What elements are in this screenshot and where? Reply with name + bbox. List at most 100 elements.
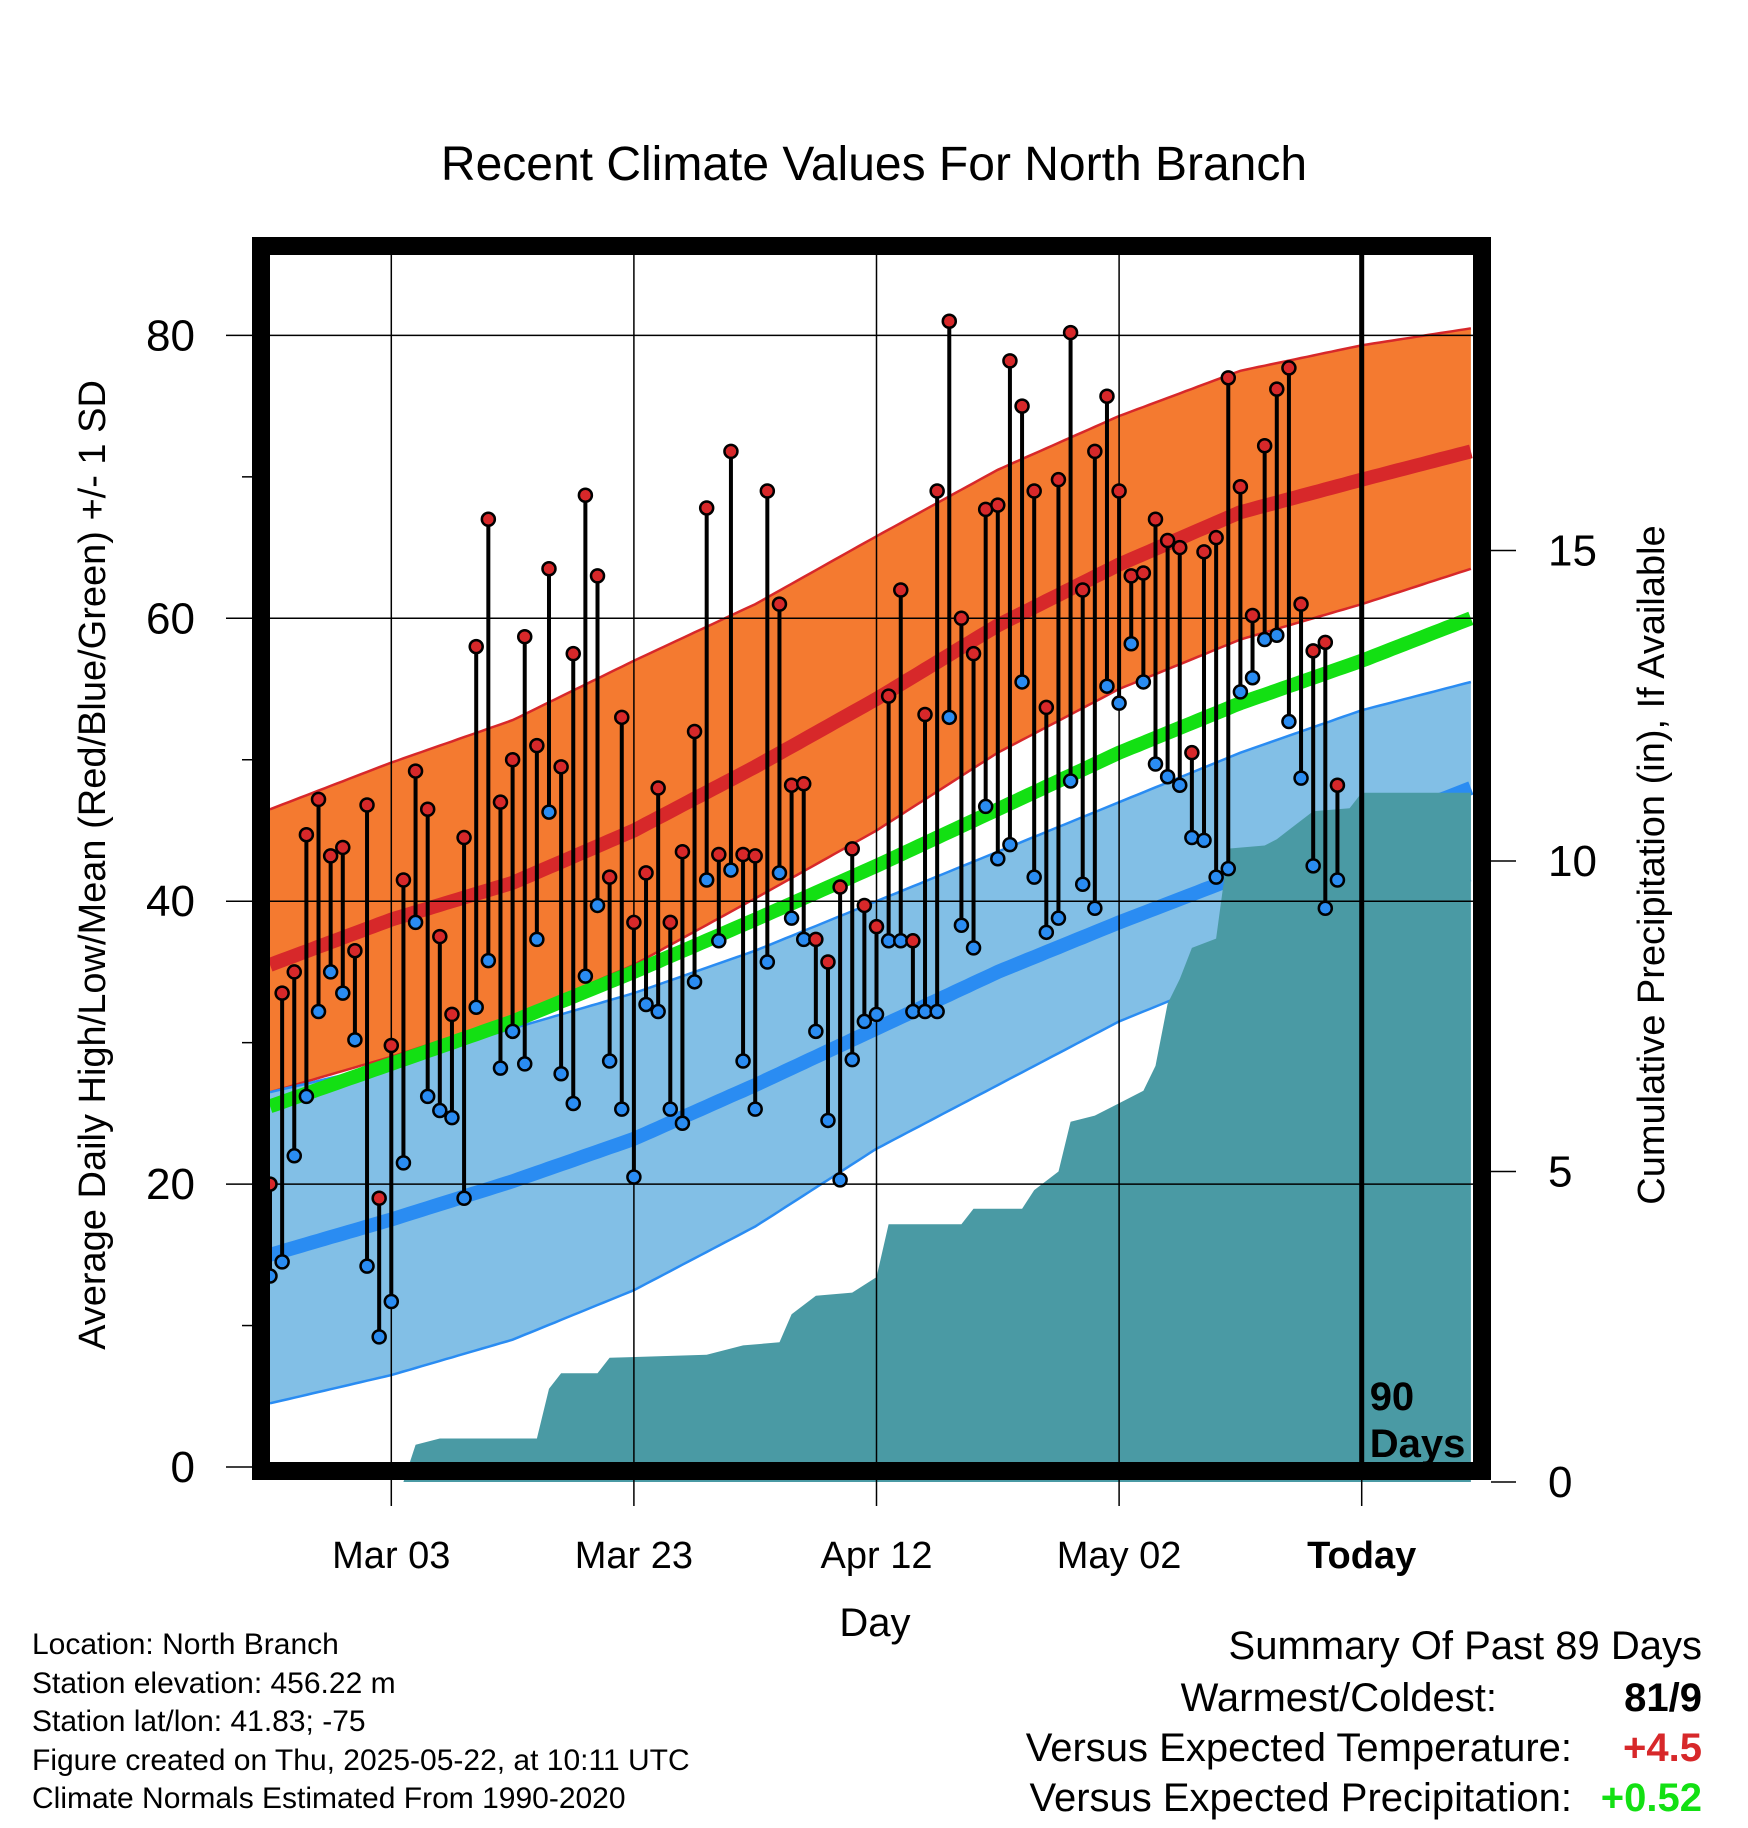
daily-high-point — [929, 483, 945, 499]
warmest-label: Warmest/Coldest: — [1180, 1676, 1497, 1720]
daily-high-point — [1123, 568, 1139, 584]
daily-high-point — [1293, 596, 1309, 612]
daily-low-point — [492, 1060, 509, 1076]
daily-high-point — [347, 942, 363, 959]
daily-high-point — [468, 638, 484, 655]
normal-high-line — [267, 444, 1473, 972]
location-text: Location: North Branch — [32, 1628, 339, 1661]
daily-high-point — [686, 723, 703, 740]
daily-high-point — [1232, 479, 1249, 495]
latlon-text: Station lat/lon: 41.83; -75 — [32, 1705, 366, 1738]
daily-high-point — [1087, 443, 1103, 460]
daily-low-point — [1220, 860, 1237, 877]
daily-low-point — [650, 1003, 666, 1020]
elevation-text: Station elevation: 456.22 m — [32, 1666, 396, 1700]
daily-low-point — [565, 1095, 581, 1112]
daily-high-point — [953, 610, 970, 627]
daily-low-point — [1002, 836, 1018, 853]
daily-low-point — [771, 865, 788, 881]
x-axis-label: Day — [839, 1601, 910, 1645]
y-tick-label: 20 — [146, 1160, 195, 1209]
daily-low-point — [1014, 674, 1030, 690]
daily-low-point — [553, 1066, 569, 1082]
daily-low-point — [1087, 900, 1103, 917]
y2-tick-label: 15 — [1548, 527, 1597, 576]
low-sd-band — [270, 682, 1471, 1404]
daily-high-point — [965, 645, 982, 662]
daily-low-point — [1111, 695, 1127, 711]
daily-high-point — [444, 1006, 460, 1023]
daily-low-point — [1269, 627, 1285, 644]
daily-high-point — [383, 1037, 400, 1054]
daily-high-point — [723, 443, 739, 460]
daily-high-point — [335, 839, 351, 856]
daily-low-point — [541, 804, 557, 820]
daily-low-point — [1074, 876, 1091, 892]
daily-high-point — [905, 933, 921, 949]
daily-low-point — [662, 1101, 679, 1117]
daily-high-point — [553, 759, 569, 775]
summary-row-precip: Versus Expected Precipitation: +0.52 — [902, 1776, 1702, 1826]
daily-high-point — [1244, 607, 1261, 624]
y-tick-label: 0 — [171, 1443, 195, 1492]
daily-high-point — [1172, 539, 1188, 556]
created-text: Figure created on Thu, 2025-05-22, at 10… — [32, 1743, 690, 1777]
daily-high-point — [322, 848, 339, 864]
daily-high-point — [541, 561, 557, 577]
daily-low-point — [468, 999, 484, 1016]
daily-low-point — [407, 914, 424, 931]
daily-low-point — [759, 954, 776, 970]
daily-high-point — [1159, 532, 1176, 549]
daily-low-point — [1232, 684, 1249, 700]
daily-high-point — [880, 688, 897, 704]
daily-high-point — [1305, 643, 1321, 659]
x-tick-label: Today — [1307, 1535, 1416, 1577]
daily-high-low-marks — [262, 313, 1346, 1345]
precip-value: +0.52 — [1600, 1776, 1702, 1820]
daily-high-point — [359, 797, 375, 813]
daily-high-point — [832, 879, 848, 895]
daily-high-point — [456, 829, 472, 846]
daily-low-point — [820, 1112, 836, 1129]
daily-high-point — [638, 865, 654, 881]
daily-high-point — [274, 985, 290, 1001]
daily-low-point — [626, 1169, 642, 1185]
daily-high-point — [504, 752, 521, 768]
daily-low-point — [868, 1006, 885, 1023]
y-tick-label: 80 — [146, 311, 195, 360]
daily-high-point — [407, 763, 424, 779]
daily-high-point — [1269, 381, 1285, 397]
daily-high-point — [371, 1190, 387, 1206]
daily-high-point — [941, 313, 958, 330]
daily-low-point — [516, 1056, 533, 1072]
precip-label: Versus Expected Precipitation: — [1029, 1776, 1572, 1820]
daily-high-point — [432, 928, 448, 945]
daily-low-point — [1050, 910, 1067, 926]
y2-tick-label: 10 — [1548, 837, 1597, 886]
daily-low-point — [1123, 636, 1139, 652]
daily-high-point — [795, 776, 812, 792]
daily-high-point — [480, 511, 497, 528]
daily-low-point — [274, 1254, 290, 1270]
y2-tick-label: 5 — [1548, 1148, 1572, 1197]
daily-low-point — [1317, 900, 1334, 917]
daily-high-point — [1208, 529, 1224, 546]
daily-high-point — [626, 914, 642, 931]
daily-low-point — [1184, 829, 1200, 846]
daily-low-point — [929, 1003, 945, 1020]
daily-high-point — [1038, 699, 1055, 716]
x-tick-label: Apr 12 — [821, 1535, 933, 1577]
daily-high-point — [1329, 777, 1346, 793]
daily-low-point — [1038, 924, 1055, 941]
daily-low-point — [990, 851, 1006, 867]
x-axis-ticks: Mar 03 Mar 23 Apr 12 May 02 Today — [332, 1480, 1416, 1577]
daily-high-point — [1196, 544, 1212, 560]
daily-high-point — [1135, 565, 1152, 581]
daily-low-point — [1196, 832, 1212, 849]
y2-axis-label: Cumulative Precipitation (in), If Availa… — [1631, 525, 1673, 1204]
daily-low-point — [1147, 756, 1164, 772]
today-days-number: 90 — [1370, 1375, 1415, 1419]
daily-low-point — [1159, 768, 1176, 785]
daily-high-point — [419, 801, 436, 818]
